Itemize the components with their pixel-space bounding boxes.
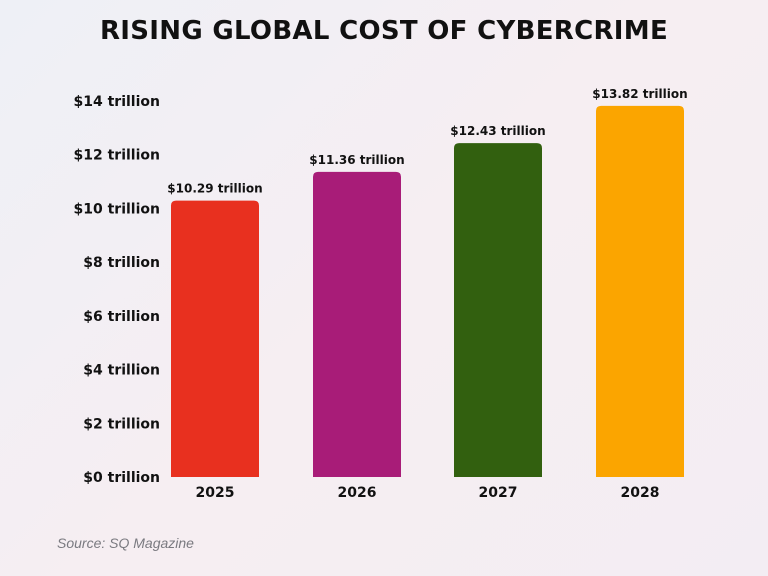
x-tick-label: 2027 (479, 485, 518, 501)
chart-title: RISING GLOBAL COST OF CYBERCRIME (99, 16, 668, 46)
y-tick-label: $4 trillion (83, 363, 160, 379)
x-tick-label: 2026 (338, 485, 377, 501)
y-tick-label: $14 trillion (74, 94, 160, 110)
bar-2026 (313, 171, 401, 477)
x-tick-label: 2025 (196, 485, 235, 501)
bar-2025 (171, 200, 259, 477)
data-label: $13.82 trillion (592, 87, 687, 101)
source-note: Source: SQ Magazine (57, 535, 194, 551)
y-tick-label: $12 trillion (74, 148, 160, 164)
bar-2028 (596, 105, 684, 477)
y-tick-label: $2 trillion (83, 416, 160, 432)
y-tick-label: $10 trillion (74, 201, 160, 217)
data-label: $12.43 trillion (450, 124, 545, 138)
y-tick-label: $0 trillion (83, 470, 160, 486)
bar-2027 (454, 143, 542, 477)
data-label: $11.36 trillion (309, 153, 404, 167)
data-label: $10.29 trillion (167, 182, 262, 196)
y-tick-label: $8 trillion (83, 255, 160, 271)
x-tick-label: 2028 (621, 485, 660, 501)
y-tick-label: $6 trillion (83, 309, 160, 325)
